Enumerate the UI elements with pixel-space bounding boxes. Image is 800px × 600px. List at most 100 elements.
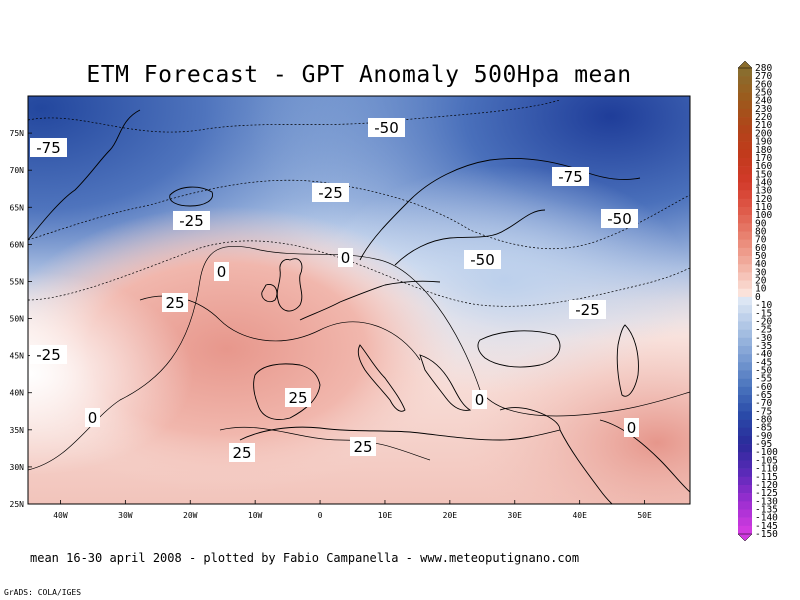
colorbar-swatch bbox=[738, 198, 752, 208]
colorbar-level-label: -30 bbox=[755, 333, 772, 344]
coastlines bbox=[28, 109, 690, 504]
colorbar-swatch bbox=[738, 76, 752, 85]
colorbar-swatch bbox=[738, 264, 752, 273]
colorbar-swatch bbox=[738, 460, 752, 469]
colorbar-level-label: 50 bbox=[755, 251, 767, 262]
lon-tick-label: 10E bbox=[378, 511, 393, 520]
colorbar-swatch bbox=[738, 337, 752, 347]
colorbar-level-label: -65 bbox=[755, 390, 772, 401]
colorbar-level-label: 280 bbox=[755, 63, 772, 74]
colorbar-swatch bbox=[738, 223, 752, 232]
contour-label: 25 bbox=[288, 389, 307, 407]
colorbar-top-arrow bbox=[737, 60, 753, 69]
colorbar-level-label: -150 bbox=[755, 529, 778, 540]
colorbar-level-label: 120 bbox=[755, 194, 772, 205]
colorbar-swatch bbox=[738, 501, 752, 510]
colorbar-swatch bbox=[738, 378, 752, 388]
contour-label-bg bbox=[30, 345, 67, 364]
lat-tick-label: 45N bbox=[10, 352, 25, 361]
colorbar-level-label: 270 bbox=[755, 71, 772, 82]
colorbar-level-label: -50 bbox=[755, 365, 772, 376]
colorbar-swatch bbox=[738, 149, 752, 159]
colorbar-swatch bbox=[738, 288, 752, 298]
colorbar-level-label: -140 bbox=[755, 513, 778, 524]
colorbar-level-label: 20 bbox=[755, 276, 767, 287]
colorbar-level-label: -10 bbox=[755, 300, 772, 311]
colorbar-swatch bbox=[738, 370, 752, 379]
colorbar-swatch bbox=[738, 329, 752, 339]
contour-label: 0 bbox=[627, 419, 637, 437]
colorbar-swatch bbox=[738, 190, 752, 200]
colorbar-swatch bbox=[738, 444, 752, 453]
colorbar: 2802702602502402302202102001901801701601… bbox=[737, 60, 778, 542]
colorbar-level-label: -40 bbox=[755, 349, 772, 360]
colorbar-level-label: -25 bbox=[755, 325, 772, 336]
colorbar-swatch bbox=[738, 247, 752, 257]
contour-label: 0 bbox=[341, 249, 351, 267]
colorbar-swatch bbox=[738, 84, 752, 93]
colorbar-swatch bbox=[738, 272, 752, 281]
lon-tick-label: 30W bbox=[118, 511, 133, 520]
colorbar-level-label: -20 bbox=[755, 316, 772, 327]
colorbar-swatch bbox=[738, 345, 752, 355]
contour-label: -25 bbox=[575, 301, 600, 319]
colorbar-swatch bbox=[738, 484, 752, 494]
colorbar-level-label: -15 bbox=[755, 308, 772, 319]
contour-label: 25 bbox=[165, 294, 184, 312]
colorbar-swatch bbox=[738, 215, 752, 224]
colorbar-level-label: 180 bbox=[755, 145, 772, 156]
lon-tick-label: 30E bbox=[508, 511, 523, 520]
contour-label-bg bbox=[464, 250, 501, 269]
colorbar-swatch bbox=[738, 452, 752, 461]
lat-tick-label: 40N bbox=[10, 389, 25, 398]
colorbar-level-label: -120 bbox=[755, 480, 778, 491]
colorbar-level-label: 210 bbox=[755, 120, 772, 131]
contour-label-bg bbox=[569, 300, 606, 319]
colorbar-level-label: -35 bbox=[755, 341, 772, 352]
lon-tick-label: 50E bbox=[637, 511, 652, 520]
colorbar-level-label: 30 bbox=[755, 267, 767, 278]
contour-label: 25 bbox=[232, 444, 251, 462]
contour-labels: -50 -75 -25 -75 -50 -25 0 0 -50 25 -25 -25 0 25 0 0 25 25 bbox=[30, 118, 639, 462]
lat-tick-label: 75N bbox=[10, 129, 25, 138]
colorbar-swatch bbox=[738, 92, 752, 102]
colorbar-level-label: 110 bbox=[755, 202, 772, 213]
colorbar-level-label: 160 bbox=[755, 161, 772, 172]
colorbar-level-label: -60 bbox=[755, 382, 772, 393]
colorbar-level-label: 70 bbox=[755, 235, 767, 246]
colorbar-level-label: -55 bbox=[755, 374, 772, 385]
colorbar-level-label: -145 bbox=[755, 521, 778, 532]
contour-label-bg bbox=[162, 293, 188, 312]
contour-label-bg bbox=[552, 167, 589, 186]
contour-label: 0 bbox=[88, 409, 98, 427]
colorbar-swatch bbox=[738, 256, 752, 265]
contour-label: 0 bbox=[217, 263, 227, 281]
colorbar-level-label: 10 bbox=[755, 284, 767, 295]
lon-tick-label: 20E bbox=[443, 511, 458, 520]
colorbar-level-label: -130 bbox=[755, 496, 778, 507]
colorbar-swatch bbox=[738, 411, 752, 420]
colorbar-swatch bbox=[738, 108, 752, 118]
contour-label-bg bbox=[338, 248, 353, 267]
contour-label: -50 bbox=[607, 210, 632, 228]
footer-caption: mean 16-30 april 2008 - plotted by Fabio… bbox=[30, 551, 580, 565]
contour-label: -25 bbox=[318, 184, 343, 202]
colorbar-level-label: -110 bbox=[755, 464, 778, 475]
colorbar-level-label: 80 bbox=[755, 227, 767, 238]
contour-label-bg bbox=[214, 262, 229, 281]
colorbar-swatch bbox=[738, 476, 752, 486]
contour-label-bg bbox=[85, 408, 100, 427]
lat-tick-label: 50N bbox=[10, 315, 25, 324]
contour-label-bg bbox=[624, 418, 639, 437]
contour-label-bg bbox=[350, 437, 376, 456]
contour-label-bg bbox=[30, 138, 67, 157]
lon-tick-label: 40W bbox=[53, 511, 68, 520]
colorbar-level-label: -75 bbox=[755, 406, 772, 417]
colorbar-level-label: 90 bbox=[755, 218, 767, 229]
colorbar-level-label: -70 bbox=[755, 398, 772, 409]
contour-label-bg bbox=[472, 390, 487, 409]
colorbar-swatch bbox=[738, 354, 752, 363]
colorbar-swatch bbox=[738, 517, 752, 527]
colorbar-swatch bbox=[738, 313, 752, 322]
